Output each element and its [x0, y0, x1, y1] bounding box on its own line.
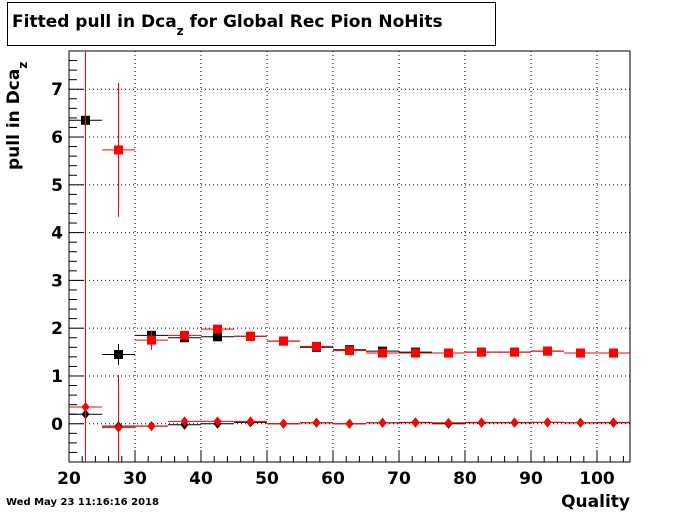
data-point-square: [213, 324, 222, 334]
data-point-diamond: [312, 417, 321, 428]
data-point-square: [477, 347, 486, 357]
y-tick-label: 3: [51, 271, 63, 291]
data-point-diamond: [609, 417, 618, 428]
data-marks: [69, 51, 630, 462]
data-point-square: [312, 341, 321, 351]
data-point-square: [180, 330, 189, 340]
y-tick-label: 7: [51, 80, 63, 100]
data-point-square: [213, 332, 222, 342]
data-point-diamond: [411, 417, 420, 428]
plot-frame: [68, 50, 631, 463]
data-point-diamond: [576, 417, 585, 428]
chart-title-box: Fitted pull in Dcaz for Global Rec Pion …: [7, 2, 496, 46]
y-tick-label: 0: [51, 415, 63, 435]
data-point-square: [609, 348, 618, 358]
axes: 20 30 40 50 60 70 80 90 100 0 1 2 3 4 5 6 7: [51, 50, 624, 489]
x-tick-label: 50: [255, 469, 279, 489]
data-point-square: [246, 331, 255, 341]
data-point-diamond: [477, 417, 486, 428]
data-point-square: [543, 346, 552, 356]
chart-title: Fitted pull in Dcaz for Global Rec Pion …: [12, 12, 443, 39]
y-tick-label: 5: [51, 176, 63, 196]
x-tick-label: 80: [453, 469, 477, 489]
x-tick-label: 100: [579, 469, 615, 489]
data-point-square: [345, 346, 354, 356]
data-point-square: [411, 348, 420, 358]
data-point-diamond: [147, 421, 156, 432]
data-point-diamond: [543, 417, 552, 428]
timestamp: Wed May 23 11:16:16 2018: [6, 497, 159, 508]
data-point-square: [378, 348, 387, 358]
data-point-square: [114, 349, 123, 359]
data-point-diamond: [345, 418, 354, 429]
data-point-diamond: [510, 417, 519, 428]
y-tick-label: 2: [51, 319, 63, 339]
data-point-square: [279, 336, 288, 346]
data-point-square: [510, 347, 519, 357]
y-tick-label: 6: [51, 128, 63, 148]
grid: [69, 51, 630, 462]
data-point-diamond: [180, 416, 189, 427]
x-tick-label: 40: [189, 469, 213, 489]
y-axis-label: pull in Dcaz: [4, 61, 31, 170]
x-tick-label: 30: [123, 469, 147, 489]
data-point-diamond: [279, 418, 288, 429]
y-tick-label: 1: [51, 367, 63, 387]
data-point-diamond: [114, 422, 123, 433]
data-point-diamond: [444, 417, 453, 428]
x-tick-label: 70: [387, 469, 411, 489]
data-point-diamond: [213, 416, 222, 427]
x-tick-label: 20: [57, 469, 81, 489]
x-tick-label: 90: [519, 469, 543, 489]
x-tick-label: 60: [321, 469, 345, 489]
data-point-diamond: [81, 402, 90, 413]
x-axis-label: Quality: [561, 492, 630, 512]
data-point-square: [576, 348, 585, 358]
y-tick-label: 4: [51, 224, 63, 244]
data-point-square: [147, 335, 156, 345]
data-point-square: [444, 348, 453, 358]
data-point-diamond: [246, 416, 255, 427]
data-point-diamond: [378, 417, 387, 428]
data-point-square: [114, 145, 123, 155]
